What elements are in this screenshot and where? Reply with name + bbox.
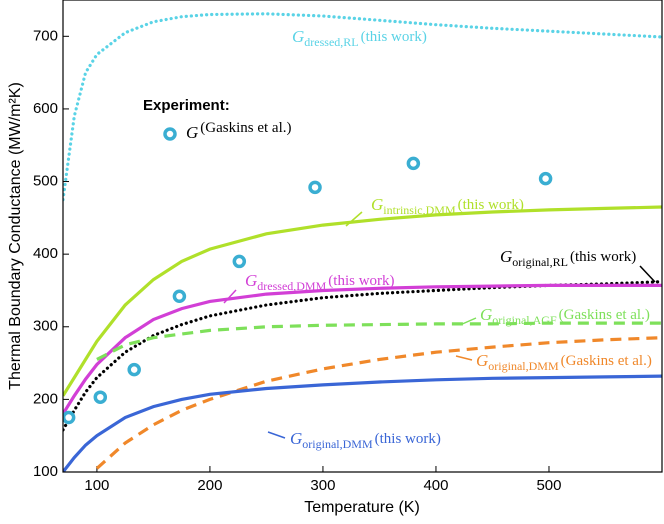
annotation-arrow bbox=[639, 265, 656, 283]
plot-area bbox=[63, 12, 662, 472]
annotation-arrow bbox=[267, 431, 286, 439]
experiment-point bbox=[406, 156, 421, 171]
annotation-note: (this work) bbox=[458, 197, 524, 213]
series-line bbox=[63, 205, 662, 397]
series-line bbox=[63, 283, 662, 415]
annotation-symbol: G bbox=[186, 123, 198, 142]
annotation-symbol: G bbox=[292, 27, 304, 46]
series-line bbox=[96, 321, 662, 361]
annotation-subscript: intrinsic,DMM bbox=[383, 203, 456, 217]
annotation-note: (this work) bbox=[328, 273, 394, 289]
annotation-note: (Gaskins et al.) bbox=[200, 120, 291, 136]
annotation-note: (this work) bbox=[375, 431, 441, 447]
annotation-subscript: original,AGF bbox=[492, 313, 557, 327]
plot-frame bbox=[62, 0, 663, 473]
annotation: Goriginal,RL (this work) bbox=[500, 247, 636, 269]
experiment-point bbox=[127, 362, 141, 377]
annotation-arrow bbox=[345, 211, 363, 227]
annotation: Goriginal,DMM (this work) bbox=[290, 429, 441, 451]
experiment-point bbox=[232, 254, 247, 269]
experiment-point bbox=[172, 289, 187, 304]
annotation: Gintrinsic,DMM (this work) bbox=[371, 195, 524, 217]
experiment-point bbox=[308, 180, 322, 195]
annotation: Gdressed,RL (this work) bbox=[292, 27, 427, 49]
experiment-point bbox=[93, 390, 108, 404]
legend-heading: Experiment: bbox=[143, 97, 230, 114]
annotation-note: (Gaskins et al.) bbox=[559, 307, 650, 323]
x-tick-label: 400 bbox=[423, 477, 448, 494]
series-line bbox=[63, 12, 662, 202]
annotation-symbol: G bbox=[480, 305, 492, 324]
annotation-arrow bbox=[455, 355, 473, 361]
annotation-note: (this work) bbox=[361, 29, 427, 45]
y-axis-label: Thermal Boundary Conductance (MW/m²K) bbox=[7, 82, 24, 390]
y-tick-label: 400 bbox=[33, 245, 58, 262]
y-tick-label: 600 bbox=[33, 100, 58, 117]
annotation-note: (this work) bbox=[570, 249, 636, 265]
y-tick-label: 100 bbox=[33, 463, 58, 480]
annotation-symbol: G bbox=[245, 271, 257, 290]
annotation-subscript: original,DMM bbox=[302, 437, 373, 451]
x-tick-label: 500 bbox=[536, 477, 561, 494]
annotation: Gdressed,DMM (this work) bbox=[245, 271, 395, 293]
annotation-note: (Gaskins et al.) bbox=[561, 353, 652, 369]
annotation: Goriginal,DMM (Gaskins et al.) bbox=[476, 351, 652, 373]
annotation-symbol: G bbox=[500, 247, 512, 266]
annotation-subscript: original,DMM bbox=[488, 359, 559, 373]
annotation-symbol: G bbox=[371, 195, 383, 214]
annotation-subscript: original,RL bbox=[512, 255, 568, 269]
legend-marker bbox=[163, 127, 177, 141]
y-tick-label: 500 bbox=[33, 173, 58, 190]
x-axis-label: Temperature (K) bbox=[304, 499, 420, 516]
experiment-point bbox=[63, 410, 76, 425]
x-tick-label: 300 bbox=[310, 477, 335, 494]
y-tick-label: 300 bbox=[33, 318, 58, 335]
y-tick-label: 200 bbox=[33, 390, 58, 407]
annotation-arrow bbox=[459, 317, 477, 326]
annotation: G (Gaskins et al.) bbox=[186, 120, 292, 141]
annotation-symbol: G bbox=[290, 429, 302, 448]
experiment-point bbox=[538, 171, 553, 186]
annotation-symbol: G bbox=[476, 351, 488, 370]
x-tick-label: 100 bbox=[84, 477, 109, 494]
annotation: Goriginal,AGF (Gaskins et al.) bbox=[480, 305, 650, 327]
annotation-subscript: dressed,DMM bbox=[257, 279, 326, 293]
annotation-arrow bbox=[223, 289, 237, 304]
annotation-subscript: dressed,RL bbox=[304, 35, 358, 49]
x-tick-label: 200 bbox=[197, 477, 222, 494]
series-line bbox=[95, 336, 662, 470]
y-tick-label: 700 bbox=[33, 27, 58, 44]
series-line bbox=[63, 374, 662, 472]
